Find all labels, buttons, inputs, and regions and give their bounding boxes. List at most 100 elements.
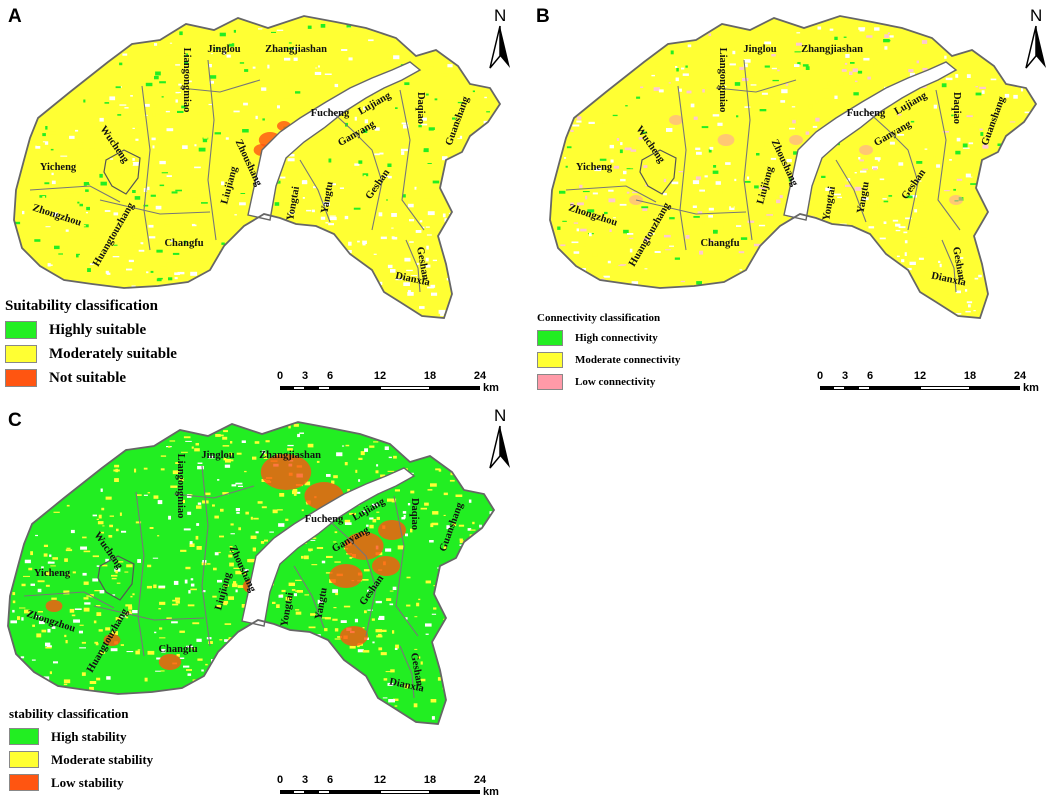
scale-segment xyxy=(292,790,305,794)
place-label: Yicheng xyxy=(576,162,613,173)
scale-tick-label: 3 xyxy=(301,774,309,786)
scale-segment xyxy=(870,386,920,390)
legend-item: Low stability xyxy=(9,774,153,791)
legend: Connectivity classification High connect… xyxy=(537,312,680,390)
scale-segment xyxy=(832,386,845,390)
scale-unit: km xyxy=(483,786,499,798)
scale-segment xyxy=(317,790,330,794)
scale-segment xyxy=(280,386,293,390)
legend: Suitability classification Highly suitab… xyxy=(5,298,177,387)
scale-tick-label: 12 xyxy=(913,370,927,382)
legend-title: Suitability classification xyxy=(5,298,158,314)
scale-tick-label: 6 xyxy=(326,370,334,382)
place-label: Jinglou xyxy=(743,44,776,55)
north-arrow: N xyxy=(489,6,510,69)
legend-label: Moderately suitable xyxy=(49,345,177,362)
legend-item: High stability xyxy=(9,728,153,745)
place-label: Fucheng xyxy=(847,108,886,119)
legend-swatch xyxy=(537,352,563,368)
scale-segment xyxy=(330,386,380,390)
place-label: Changfu xyxy=(164,238,203,249)
legend-swatch xyxy=(9,751,39,768)
panel-c: C Jinglou Liangongmiao Zhangjiashan Fucheng… xyxy=(0,402,530,802)
scale-segment xyxy=(430,386,480,390)
scale-segment xyxy=(845,386,858,390)
panel-label: C xyxy=(8,410,22,431)
place-label: Fucheng xyxy=(311,108,350,119)
place-label: Daqiao xyxy=(415,92,426,124)
legend-label: Low connectivity xyxy=(575,376,656,388)
legend-title: Connectivity classification xyxy=(537,312,661,324)
scale-segment xyxy=(820,386,833,390)
place-label: Daqiao xyxy=(409,498,420,530)
legend-swatch xyxy=(5,321,37,339)
panel-a: A Jinglou Liangongmiao Zhangjiashan Fucheng… xyxy=(0,0,530,402)
scale-segment xyxy=(430,790,480,794)
legend-label: Moderate connectivity xyxy=(575,354,681,366)
scale-tick-label: 0 xyxy=(276,774,284,786)
scale-segment xyxy=(380,790,430,794)
legend-item: Moderate stability xyxy=(9,751,153,768)
legend-swatch xyxy=(9,774,39,791)
place-label: Liangongmiao xyxy=(717,48,728,113)
place-label: Jinglou xyxy=(201,450,234,461)
panel-label: B xyxy=(536,6,550,27)
scale-segment xyxy=(305,386,318,390)
scale-segment xyxy=(330,790,380,794)
legend-label: Moderate stability xyxy=(51,751,154,767)
scale-tick-label: 0 xyxy=(276,370,284,382)
scale-tick-label: 3 xyxy=(301,370,309,382)
scale-bar: 0 3 6 12 18 24 km xyxy=(276,774,516,802)
north-letter: N xyxy=(1030,6,1042,25)
place-label: Yicheng xyxy=(34,568,71,579)
legend-item: Not suitable xyxy=(5,369,177,387)
scale-segment xyxy=(292,386,305,390)
place-label: Zhangjiashan xyxy=(801,44,863,55)
legend-item: Low connectivity xyxy=(537,374,680,390)
place-label: Daqiao xyxy=(951,92,962,124)
scale-unit: km xyxy=(1023,382,1039,394)
scale-segment xyxy=(305,790,318,794)
scale-tick-label: 6 xyxy=(866,370,874,382)
legend-item: Moderate connectivity xyxy=(537,352,680,368)
legend-item: Highly suitable xyxy=(5,321,177,339)
scale-tick-label: 18 xyxy=(423,774,437,786)
legend-label: High stability xyxy=(51,728,127,744)
scale-tick-label: 24 xyxy=(473,370,487,382)
scale-tick-label: 24 xyxy=(473,774,487,786)
legend-label: High connectivity xyxy=(575,332,658,344)
scale-tick-label: 6 xyxy=(326,774,334,786)
scale-bar: 0 3 6 12 18 24 km xyxy=(276,370,516,398)
north-letter: N xyxy=(494,406,506,425)
legend-swatch xyxy=(5,369,37,387)
place-label: Changfu xyxy=(700,238,739,249)
scale-tick-label: 0 xyxy=(816,370,824,382)
scale-segment xyxy=(380,386,430,390)
place-label: Fucheng xyxy=(305,514,344,525)
legend-item: High connectivity xyxy=(537,330,680,346)
legend-title: stability classification xyxy=(9,706,129,721)
scale-segment xyxy=(857,386,870,390)
legend-label: Not suitable xyxy=(49,369,127,386)
place-label: Zhangjiashan xyxy=(259,450,321,461)
scale-tick-label: 18 xyxy=(963,370,977,382)
scale-tick-label: 12 xyxy=(373,370,387,382)
panel-b: B Jinglou Liangongmiao Zhangjiashan Fucheng… xyxy=(530,0,1059,402)
place-label: Liangongmiao xyxy=(175,454,186,519)
scale-tick-label: 24 xyxy=(1013,370,1027,382)
legend-label: Highly suitable xyxy=(49,321,147,338)
legend-item: Moderately suitable xyxy=(5,345,177,363)
place-label: Changfu xyxy=(158,644,197,655)
panel-label: A xyxy=(8,6,22,27)
legend-swatch xyxy=(537,330,563,346)
scale-tick-label: 3 xyxy=(841,370,849,382)
legend: stability classification High stability … xyxy=(9,706,153,791)
scale-segment xyxy=(920,386,970,390)
scale-bar: 0 3 6 12 18 24 km xyxy=(816,370,1056,398)
legend-swatch xyxy=(537,374,563,390)
scale-segment xyxy=(317,386,330,390)
legend-label: Low stability xyxy=(51,774,124,790)
